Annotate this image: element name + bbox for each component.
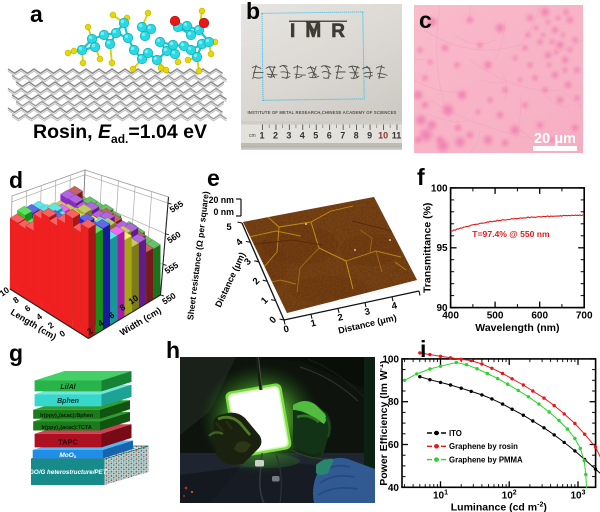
svg-text:90: 90 [436, 303, 448, 314]
svg-text:1: 1 [259, 131, 264, 141]
svg-text:5: 5 [313, 131, 318, 141]
svg-text:3: 3 [286, 131, 291, 141]
svg-text:2: 2 [85, 325, 95, 336]
svg-text:20 μm: 20 μm [534, 131, 576, 147]
svg-text:700: 700 [576, 311, 593, 322]
svg-text:Bphen: Bphen [57, 398, 79, 405]
svg-text:cm: cm [249, 133, 256, 139]
svg-text:MoOx: MoOx [59, 452, 76, 459]
svg-text:7: 7 [340, 131, 345, 141]
svg-text:ITO: ITO [449, 429, 462, 438]
svg-text:5: 5 [226, 222, 232, 233]
svg-text:600: 600 [531, 311, 548, 322]
svg-text:1: 1 [259, 295, 271, 307]
svg-text:550: 550 [160, 290, 178, 306]
svg-text:80: 80 [388, 397, 400, 408]
svg-text:Graphene by rosin: Graphene by rosin [449, 442, 518, 451]
svg-text:60: 60 [388, 440, 400, 451]
svg-text:100: 100 [382, 354, 399, 365]
svg-text:6: 6 [107, 310, 117, 321]
svg-text:101: 101 [433, 489, 448, 501]
svg-text:10: 10 [378, 131, 388, 141]
svg-text:Graphene by PMMA: Graphene by PMMA [449, 455, 523, 464]
svg-text:6: 6 [327, 131, 332, 141]
svg-text:4: 4 [391, 300, 399, 312]
svg-text:100: 100 [431, 183, 448, 194]
svg-text:6: 6 [23, 303, 33, 314]
svg-text:Li/Al: Li/Al [60, 384, 76, 391]
svg-text:560: 560 [165, 229, 183, 245]
svg-text:Ir(ppy)2(acac):Bphen: Ir(ppy)2(acac):Bphen [40, 413, 93, 420]
svg-text:103: 103 [570, 489, 585, 501]
svg-text:40: 40 [388, 483, 400, 494]
svg-text:Luminance (cd m-2): Luminance (cd m-2) [451, 501, 547, 512]
svg-text:8: 8 [118, 302, 128, 313]
svg-text:4: 4 [96, 318, 106, 329]
svg-text:1: 1 [310, 318, 318, 330]
svg-text:Distance (μm): Distance (μm) [213, 251, 247, 309]
svg-text:0: 0 [283, 324, 291, 336]
svg-text:8: 8 [11, 294, 21, 305]
svg-text:Power Efficiency (lm W-1): Power Efficiency (lm W-1) [380, 360, 390, 485]
svg-text:11: 11 [392, 131, 402, 141]
svg-text:TAPC: TAPC [58, 437, 78, 446]
svg-text:9: 9 [367, 131, 372, 141]
svg-text:8: 8 [354, 131, 359, 141]
svg-text:T=97.4% @ 550 nm: T=97.4% @ 550 nm [472, 229, 550, 239]
svg-text:0: 0 [267, 314, 279, 326]
svg-text:500: 500 [487, 311, 504, 322]
svg-text:3: 3 [364, 306, 372, 318]
svg-text:Wavelength (nm): Wavelength (nm) [475, 322, 559, 334]
svg-text:10: 10 [0, 285, 11, 299]
svg-text:95: 95 [436, 243, 448, 254]
svg-text:0 nm: 0 nm [213, 207, 234, 217]
svg-text:0: 0 [57, 328, 67, 339]
svg-text:GO/G heterostructure/PET: GO/G heterostructure/PET [29, 469, 108, 476]
svg-text:565: 565 [168, 198, 186, 214]
svg-text:555: 555 [163, 260, 181, 276]
svg-text:3: 3 [242, 256, 254, 268]
svg-text:Transmittance (%): Transmittance (%) [422, 203, 434, 293]
svg-text:2: 2 [251, 276, 263, 288]
svg-text:2: 2 [337, 312, 345, 324]
svg-text:2: 2 [273, 131, 278, 141]
svg-text:400: 400 [442, 311, 459, 322]
svg-text:2: 2 [46, 320, 56, 331]
svg-text:4: 4 [34, 311, 44, 322]
svg-text:Ir(ppy)2(acac):TCTA: Ir(ppy)2(acac):TCTA [41, 425, 91, 432]
svg-text:4: 4 [234, 236, 246, 248]
svg-text:102: 102 [502, 489, 517, 501]
svg-text:4: 4 [300, 131, 305, 141]
svg-text:20 nm: 20 nm [209, 195, 235, 205]
